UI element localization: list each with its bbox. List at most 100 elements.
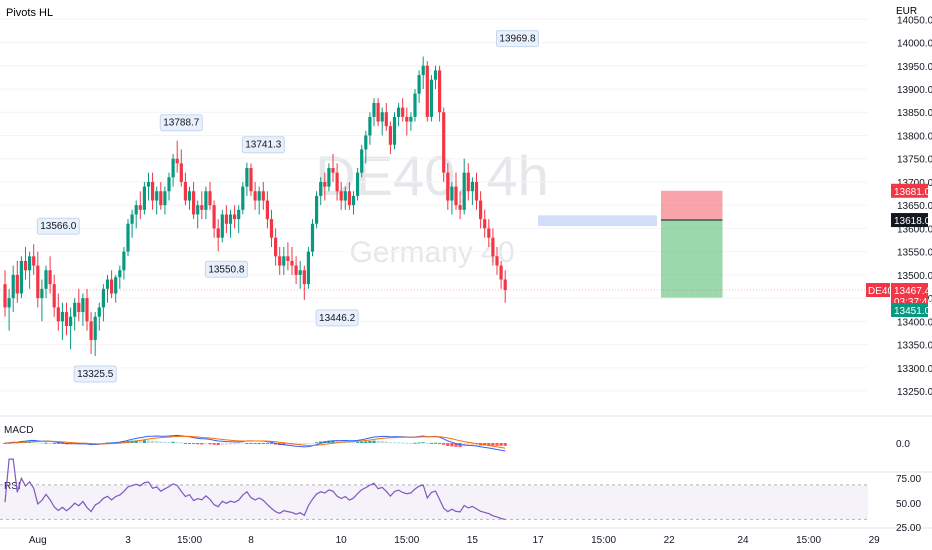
price-axis[interactable]: 13250.013300.013350.013400.013450.013500… <box>897 15 932 398</box>
candle-body <box>257 191 261 201</box>
target-price-tag-box <box>891 303 928 318</box>
macd-histogram-bar <box>438 443 442 444</box>
price-tick-label: 13900.0 <box>897 85 932 96</box>
macd-histogram-bar <box>269 443 274 445</box>
macd-histogram-bar <box>364 441 368 443</box>
candle-body <box>298 270 302 275</box>
countdown-label: 03:37:46 <box>894 297 932 308</box>
candle-body <box>339 191 343 201</box>
candle-body <box>474 181 479 201</box>
macd-histogram-bar <box>417 442 421 444</box>
candle-body <box>48 270 52 285</box>
candle-body <box>69 316 73 326</box>
candle-body <box>253 191 257 201</box>
macd-histogram-bar <box>306 443 310 445</box>
macd-histogram-bar <box>253 443 257 444</box>
symbol-tag-box <box>866 283 890 298</box>
rsi-band <box>0 484 868 520</box>
candle-body <box>228 214 233 224</box>
demand-zone[interactable] <box>538 215 657 227</box>
candle-body <box>302 270 306 285</box>
candle-body <box>52 284 56 308</box>
rsi-line-and-band <box>0 458 868 521</box>
macd-histogram-bar <box>335 440 339 443</box>
candle-body <box>347 191 351 206</box>
macd-histogram-bar <box>454 443 458 447</box>
price-tick-label: 13600.0 <box>897 224 932 235</box>
time-tick-label: 24 <box>737 535 749 546</box>
macd-histogram-bar <box>368 440 372 443</box>
candle-body <box>376 102 380 122</box>
macd-histogram-bar <box>171 441 175 443</box>
pivot-label-box <box>315 309 359 327</box>
macd-label[interactable]: MACD <box>4 425 33 436</box>
macd-histogram-bar <box>474 443 479 446</box>
price-tick-label: 13700.0 <box>897 178 932 189</box>
pivot-label-box <box>159 114 203 132</box>
pivot-label: 13566.0 <box>40 221 77 232</box>
price-tick-label: 13800.0 <box>897 131 932 142</box>
candle-body <box>36 265 40 299</box>
target-price-tag: 13451.0 <box>894 306 931 317</box>
macd-histogram-bar <box>237 443 241 445</box>
indicator-title[interactable]: Pivots HL <box>6 7 53 19</box>
candle-body <box>249 168 253 192</box>
candle-body <box>384 112 388 127</box>
candle-body <box>28 256 32 271</box>
macd-histogram-bar <box>196 443 200 445</box>
candle-body <box>335 172 339 192</box>
macd-histogram-bar <box>298 443 302 445</box>
macd-histogram-bar <box>36 442 40 444</box>
macd-histogram-bar <box>499 443 503 446</box>
rsi-label[interactable]: RSI <box>4 481 21 492</box>
rsi-tick-25: 25.00 <box>896 523 921 534</box>
price-tick-label: 13300.0 <box>897 364 932 375</box>
macd-histogram-bar <box>52 443 56 444</box>
candle-body <box>413 93 417 117</box>
macd-histogram-bar <box>216 443 220 446</box>
stop-price-tag: 13681.0 <box>894 187 931 198</box>
candle-body <box>7 298 11 308</box>
macd-histogram-bar <box>155 441 159 443</box>
price-tick-label: 13750.0 <box>897 155 932 166</box>
pivot-label: 13550.8 <box>208 264 245 275</box>
candle-body <box>499 265 503 280</box>
candle-body <box>85 298 89 322</box>
macd-histogram-bar <box>183 443 187 444</box>
macd-histogram-bar <box>228 443 233 445</box>
candle-body <box>433 70 438 80</box>
macd-histogram-bar <box>192 443 196 444</box>
position-tool[interactable] <box>661 190 723 298</box>
candle-body <box>81 298 85 313</box>
macd-histogram-bar <box>450 443 454 447</box>
candle-body <box>216 228 220 238</box>
macd-histogram-bar <box>466 443 470 447</box>
candle-body <box>151 181 155 201</box>
macd-histogram-bar <box>212 443 216 445</box>
time-tick-label: Aug <box>29 535 47 546</box>
macd-histogram-bar <box>315 442 319 444</box>
entry-price-tag: 13618.0 <box>894 216 931 227</box>
candle-body <box>233 214 237 220</box>
candle-body <box>446 172 450 201</box>
time-tick-label: 17 <box>532 535 544 546</box>
candle-body <box>118 270 122 278</box>
pivot-label-box <box>496 30 539 48</box>
candle-body <box>319 181 323 196</box>
candle-body <box>89 321 93 340</box>
candle-body <box>372 102 376 117</box>
macd-histogram-bar <box>175 441 179 443</box>
macd-histogram-bar <box>249 442 253 444</box>
macd-histogram-bar <box>310 443 315 444</box>
time-axis[interactable]: Aug 3 15:00 8 10 15:00 15 17 15:00 22 24 15:00 29 <box>29 535 880 546</box>
macd-histogram-bar <box>421 442 425 444</box>
candle-body <box>138 205 142 210</box>
candle-body <box>470 181 474 192</box>
candle-body <box>290 260 294 266</box>
macd-histogram-bar <box>142 440 146 443</box>
macd-histogram-bar <box>302 443 306 445</box>
macd-histogram-bar <box>151 440 155 443</box>
macd-histogram-bar <box>245 442 249 444</box>
